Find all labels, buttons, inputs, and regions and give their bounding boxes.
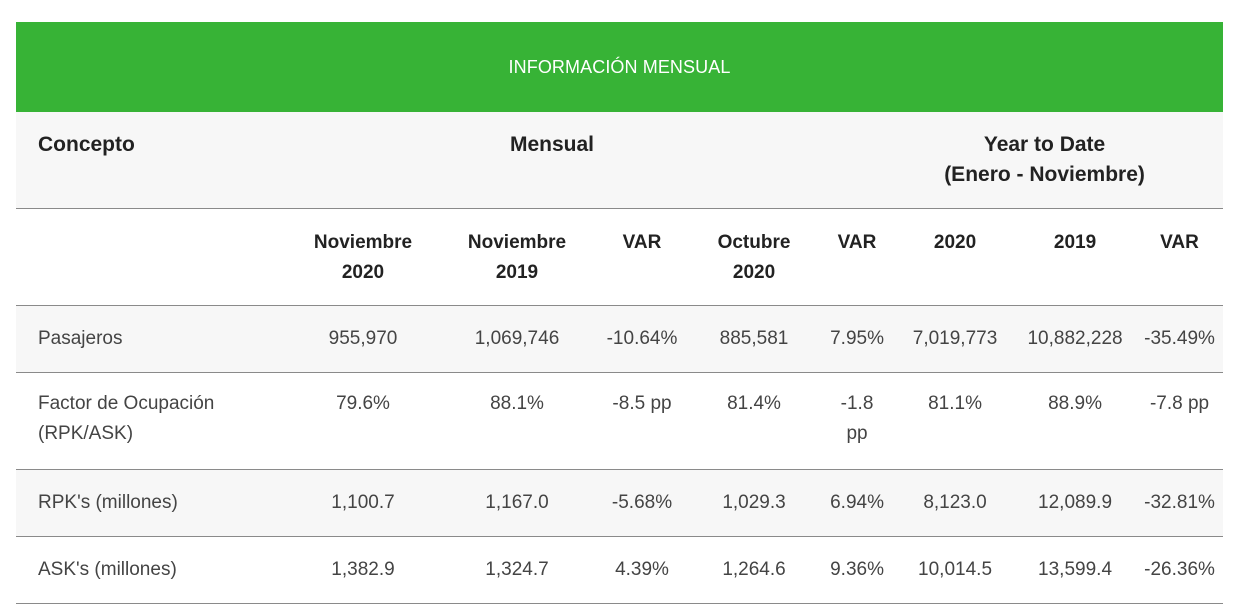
header-mensual: Mensual — [286, 112, 819, 209]
header-year-to-date: Year to Date (Enero - Noviembre) — [818, 112, 1224, 209]
table-cell: -7.8 pp — [1136, 372, 1224, 470]
banner-title: INFORMACIÓN MENSUAL — [508, 56, 731, 77]
column-header: Octubre 2020 — [690, 208, 819, 306]
table-cell: 81.4% — [690, 372, 819, 470]
column-header: VAR — [1136, 208, 1224, 306]
table-cell: -26.36% — [1136, 536, 1224, 604]
column-header: VAR — [818, 208, 897, 306]
table-cell: 8,123.0 — [896, 469, 1015, 537]
table-row-factor-ocupacion: Factor de Ocupación (RPK/ASK) 79.6% 88.1… — [16, 372, 1224, 470]
table-cell: 10,014.5 — [896, 536, 1015, 604]
table-cell: -5.68% — [594, 469, 690, 537]
row-label: Factor de Ocupación (RPK/ASK) — [16, 372, 286, 470]
monthly-info-table: Concepto Mensual Year to Date (Enero - N… — [16, 112, 1224, 604]
header-ytd-title: Year to Date — [983, 133, 1106, 156]
table-cell: -10.64% — [594, 305, 690, 373]
table-cell: 9.36% — [818, 536, 897, 604]
monthly-info-table-container: INFORMACIÓN MENSUAL Concepto Mensual Yea… — [16, 22, 1224, 604]
table-cell: 1,382.9 — [286, 536, 440, 604]
table-cell: 6.94% — [818, 469, 897, 537]
table-cell: 88.9% — [1014, 372, 1137, 470]
table-cell: 12,089.9 — [1014, 469, 1137, 537]
row-label: RPK's (millones) — [16, 469, 286, 537]
table-cell: 88.1% — [440, 372, 594, 470]
table-cell: -35.49% — [1136, 305, 1224, 373]
table-cell: 1,069,746 — [440, 305, 594, 373]
column-header: 2019 — [1014, 208, 1137, 306]
column-header: 2020 — [896, 208, 1015, 306]
table-cell: 4.39% — [594, 536, 690, 604]
table-cell: 7,019,773 — [896, 305, 1015, 373]
table-cell: 1,167.0 — [440, 469, 594, 537]
table-cell: 885,581 — [690, 305, 819, 373]
table-row-rpk: RPK's (millones) 1,100.7 1,167.0 -5.68% … — [16, 469, 1224, 537]
column-header: Noviembre 2020 — [286, 208, 440, 306]
column-header: VAR — [594, 208, 690, 306]
table-cell: 10,882,228 — [1014, 305, 1137, 373]
table-cell: 955,970 — [286, 305, 440, 373]
table-banner: INFORMACIÓN MENSUAL — [16, 22, 1223, 112]
header-ytd-range: (Enero - Noviembre) — [944, 163, 1145, 186]
row-label: Pasajeros — [16, 305, 286, 373]
header-concepto: Concepto — [16, 112, 286, 209]
header-row-columns: Noviembre 2020 Noviembre 2019 VAR Octubre 2… — [16, 208, 1224, 306]
table-cell: 79.6% — [286, 372, 440, 470]
header-row-groups: Concepto Mensual Year to Date (Enero - N… — [16, 112, 1224, 209]
table-cell: 13,599.4 — [1014, 536, 1137, 604]
header-empty-cell — [16, 208, 286, 306]
table-cell: 1,264.6 — [690, 536, 819, 604]
table-cell: -32.81% — [1136, 469, 1224, 537]
table-cell: 7.95% — [818, 305, 897, 373]
column-header: Noviembre 2019 — [440, 208, 594, 306]
table-cell: 1,324.7 — [440, 536, 594, 604]
table-row-ask: ASK's (millones) 1,382.9 1,324.7 4.39% 1… — [16, 536, 1224, 604]
table-cell: 81.1% — [896, 372, 1015, 470]
table-cell: 1,029.3 — [690, 469, 819, 537]
table-row-pasajeros: Pasajeros 955,970 1,069,746 -10.64% 885,… — [16, 305, 1224, 373]
table-cell: 1,100.7 — [286, 469, 440, 537]
table-cell: -1.8 pp — [818, 372, 897, 470]
row-label: ASK's (millones) — [16, 536, 286, 604]
table-cell: -8.5 pp — [594, 372, 690, 470]
